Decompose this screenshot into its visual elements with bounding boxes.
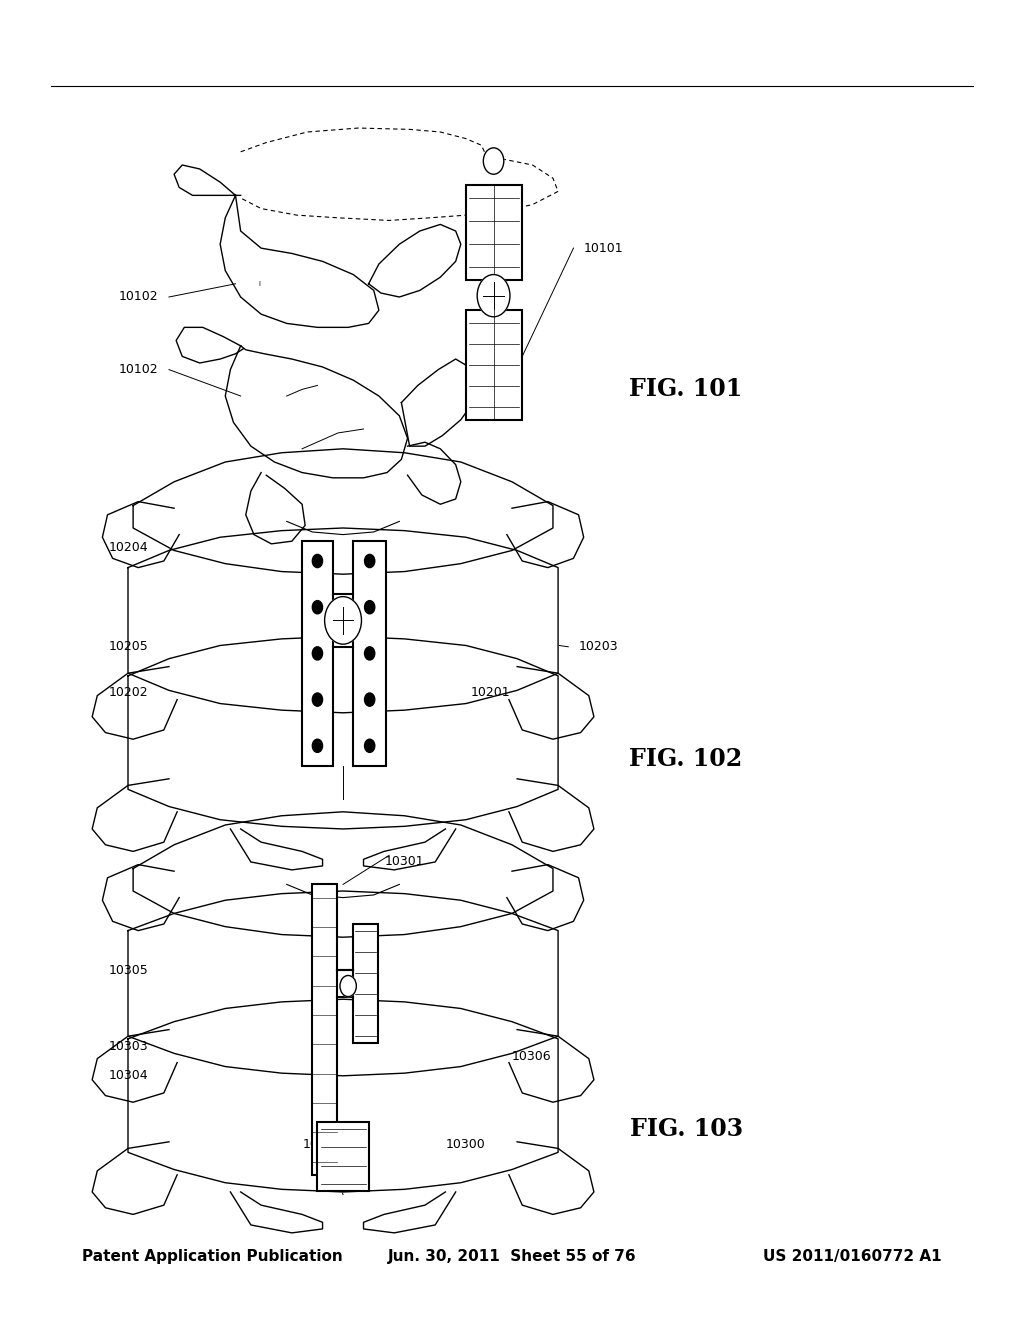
Circle shape (365, 739, 375, 752)
Text: 10101: 10101 (584, 242, 624, 255)
Text: 10204: 10204 (109, 541, 148, 554)
Text: 10300: 10300 (445, 1138, 485, 1151)
Polygon shape (509, 1030, 594, 1102)
Text: Jun. 30, 2011  Sheet 55 of 76: Jun. 30, 2011 Sheet 55 of 76 (388, 1249, 636, 1265)
Circle shape (365, 601, 375, 614)
Polygon shape (92, 1030, 177, 1102)
Polygon shape (230, 1192, 323, 1233)
Polygon shape (364, 829, 456, 870)
Bar (466, 185, 522, 280)
Polygon shape (507, 502, 584, 568)
Polygon shape (230, 829, 323, 870)
Text: 10203: 10203 (579, 640, 618, 653)
Circle shape (477, 275, 510, 317)
Polygon shape (509, 1142, 594, 1214)
Bar (353, 541, 386, 766)
Polygon shape (128, 999, 558, 1192)
Polygon shape (92, 1142, 177, 1214)
Text: 10205: 10205 (109, 640, 148, 653)
Polygon shape (176, 327, 244, 363)
Polygon shape (128, 636, 558, 829)
Polygon shape (225, 346, 408, 478)
Bar (312, 884, 337, 1175)
Polygon shape (133, 812, 553, 937)
Circle shape (483, 148, 504, 174)
Text: FIG. 103: FIG. 103 (630, 1117, 742, 1140)
Text: Patent Application Publication: Patent Application Publication (82, 1249, 343, 1265)
Circle shape (312, 647, 323, 660)
Text: 10102: 10102 (119, 290, 159, 304)
Text: 10200: 10200 (318, 812, 357, 825)
Circle shape (312, 554, 323, 568)
Polygon shape (408, 442, 461, 504)
Polygon shape (128, 891, 558, 1076)
Circle shape (312, 601, 323, 614)
Polygon shape (92, 667, 177, 739)
Polygon shape (102, 502, 179, 568)
Bar (317, 1122, 369, 1191)
Circle shape (325, 597, 361, 644)
Polygon shape (507, 865, 584, 931)
Polygon shape (174, 165, 241, 195)
Circle shape (312, 693, 323, 706)
Text: 10303: 10303 (109, 1040, 148, 1053)
Polygon shape (128, 528, 558, 713)
Text: 10304: 10304 (109, 1069, 148, 1082)
Circle shape (312, 739, 323, 752)
Text: 10305: 10305 (109, 964, 148, 977)
Circle shape (340, 975, 356, 997)
Bar (353, 924, 378, 1043)
Polygon shape (364, 1192, 456, 1233)
Text: 10301: 10301 (385, 855, 424, 869)
Text: 10201: 10201 (471, 686, 511, 700)
Text: 10302: 10302 (303, 1138, 342, 1151)
Text: 10202: 10202 (109, 686, 148, 700)
Bar (466, 310, 522, 420)
Polygon shape (133, 449, 553, 574)
Text: FIG. 102: FIG. 102 (630, 747, 742, 771)
Circle shape (365, 554, 375, 568)
Polygon shape (509, 667, 594, 739)
Polygon shape (102, 865, 179, 931)
Polygon shape (509, 779, 594, 851)
Text: US 2011/0160772 A1: US 2011/0160772 A1 (764, 1249, 942, 1265)
Polygon shape (92, 779, 177, 851)
Text: 10306: 10306 (512, 1049, 552, 1063)
Polygon shape (246, 473, 305, 544)
Circle shape (365, 693, 375, 706)
Polygon shape (220, 195, 379, 327)
Text: I: I (258, 281, 260, 286)
Text: 10102: 10102 (119, 363, 159, 376)
Polygon shape (401, 359, 476, 446)
Polygon shape (369, 224, 461, 297)
Circle shape (365, 647, 375, 660)
Text: FIG. 101: FIG. 101 (630, 378, 742, 401)
Bar (302, 541, 333, 766)
